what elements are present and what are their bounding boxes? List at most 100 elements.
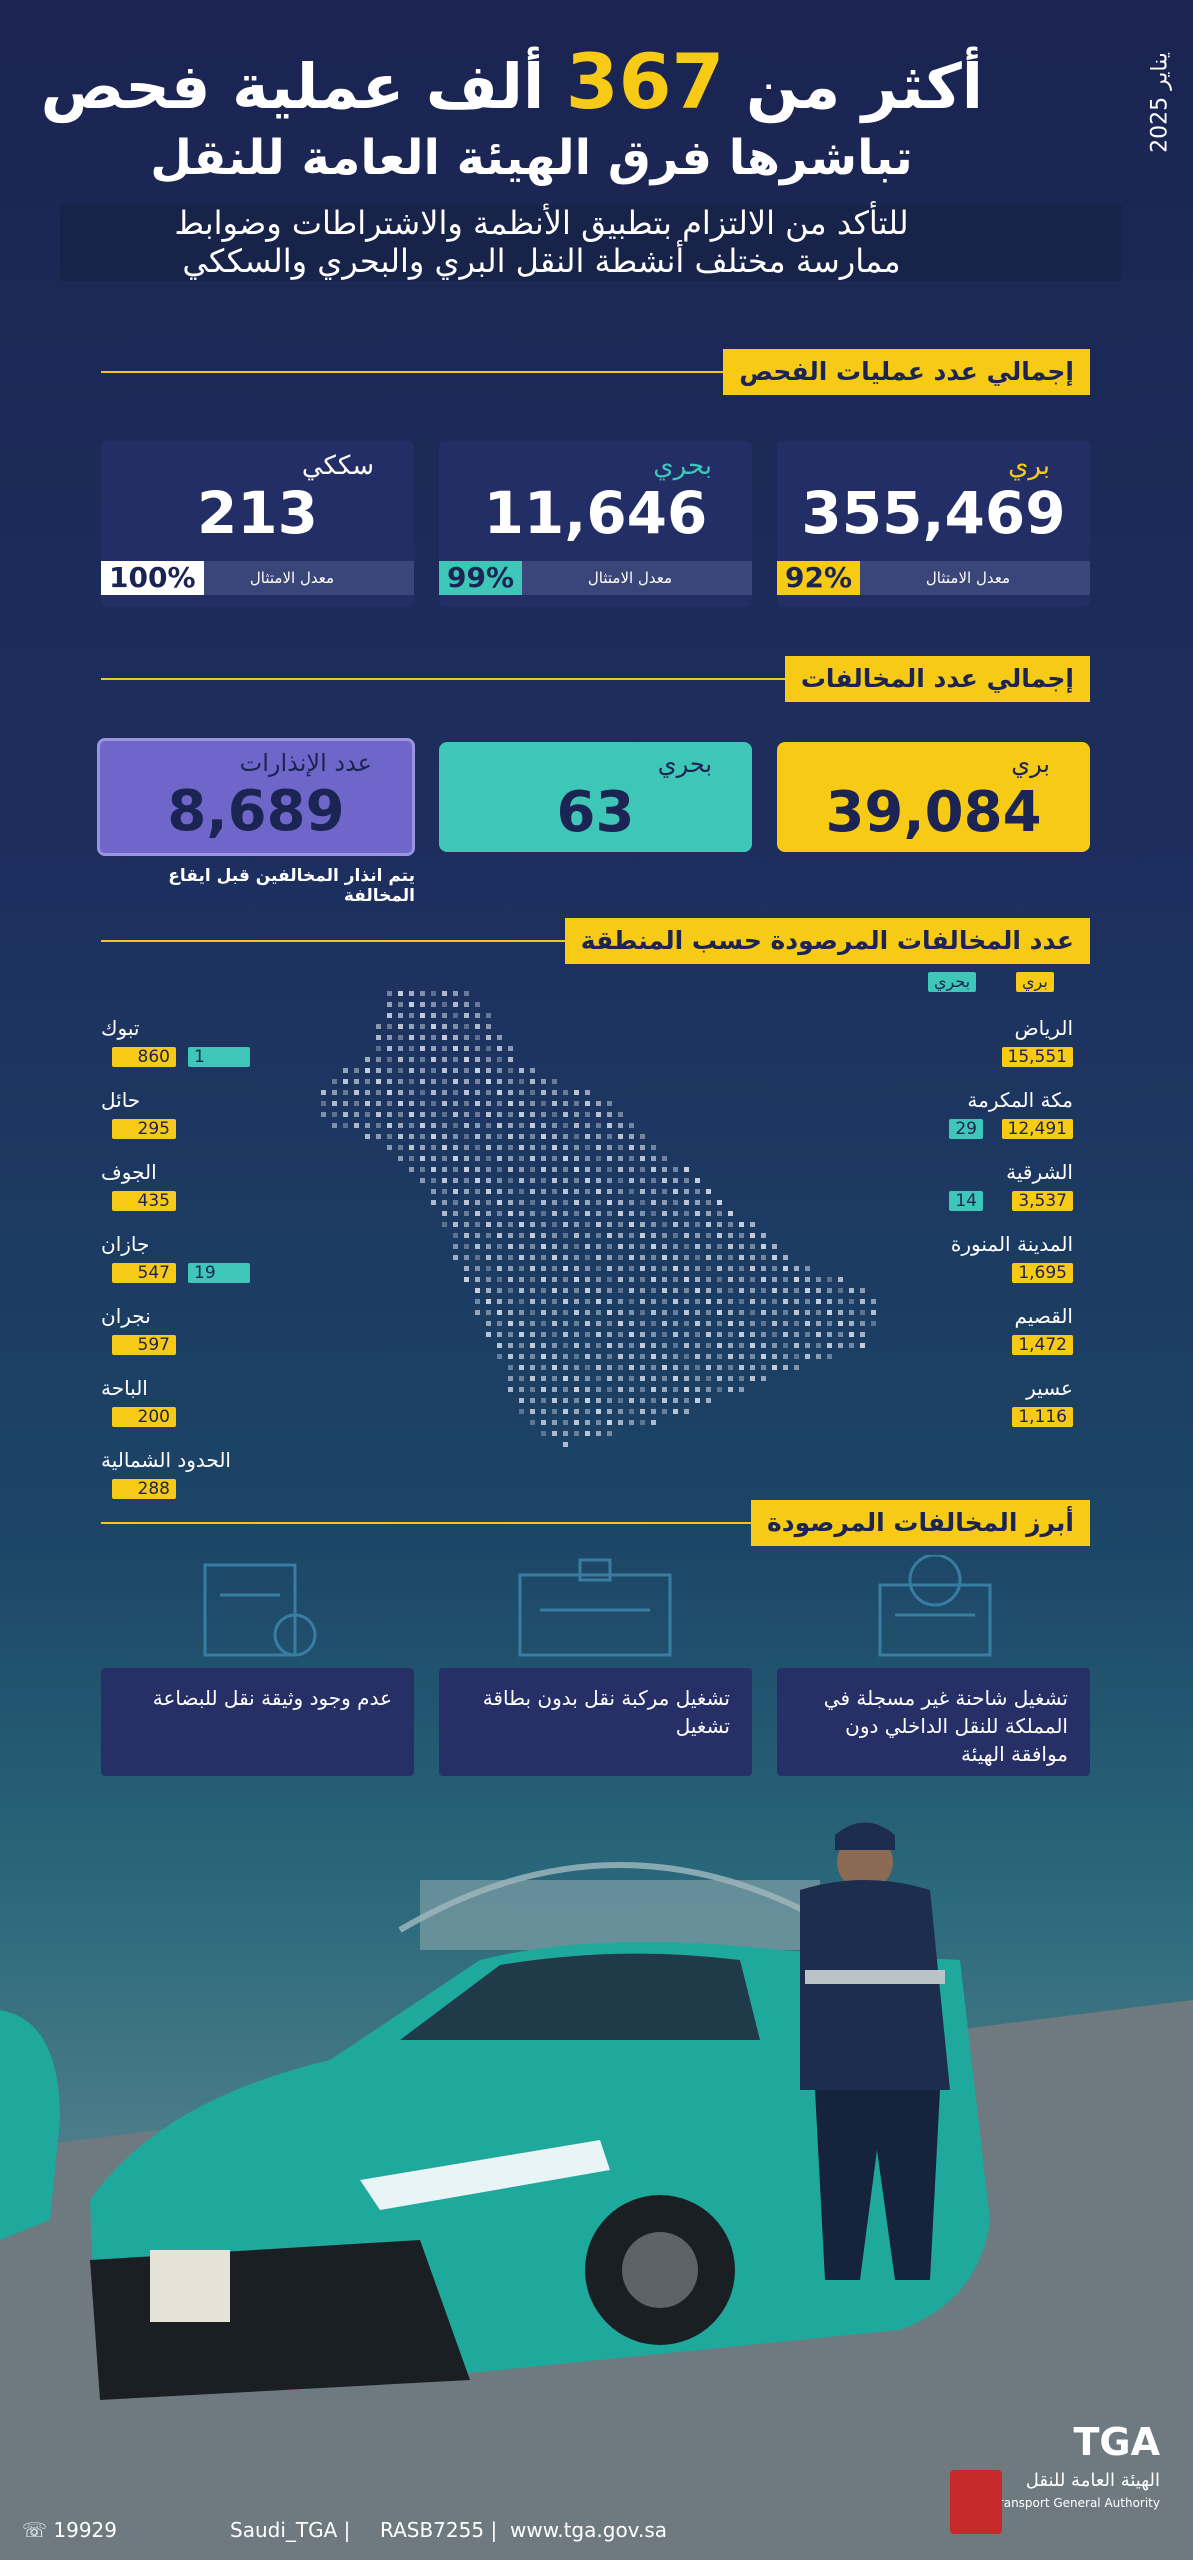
compliance-rate: 92% (777, 561, 861, 595)
map-dot (750, 1365, 755, 1370)
map-dot (497, 1156, 502, 1161)
map-dot (464, 1079, 469, 1084)
map-dot (453, 1090, 458, 1095)
map-dot (651, 1178, 656, 1183)
map-dot (387, 1024, 392, 1029)
map-dot (519, 1222, 524, 1227)
map-dot (409, 1145, 414, 1150)
map-dot (717, 1321, 722, 1326)
map-dot (508, 1200, 513, 1205)
map-dot (519, 1310, 524, 1315)
map-dot (838, 1310, 843, 1315)
map-dot (662, 1200, 667, 1205)
map-dot (728, 1332, 733, 1337)
violation-item: تشغيل شاحنة غير مسجلة في المملكة للنقل ا… (777, 1668, 1090, 1776)
map-dot (640, 1332, 645, 1337)
map-dot (541, 1134, 546, 1139)
map-dot (618, 1409, 623, 1414)
map-dot (662, 1321, 667, 1326)
map-dot (475, 1145, 480, 1150)
badge-icon (950, 2470, 1002, 2534)
map-dot (684, 1200, 689, 1205)
map-dot (684, 1387, 689, 1392)
map-dot (475, 1057, 480, 1062)
map-dot (684, 1288, 689, 1293)
map-dot (673, 1222, 678, 1227)
map-dot (728, 1354, 733, 1359)
map-dot (464, 1244, 469, 1249)
map-dot (805, 1354, 810, 1359)
title-highlight: 367 (565, 37, 725, 126)
map-dot (816, 1277, 821, 1282)
map-dot (497, 1266, 502, 1271)
map-dot (618, 1299, 623, 1304)
map-dot (497, 1178, 502, 1183)
map-dot (464, 1222, 469, 1227)
map-dot (343, 1101, 348, 1106)
map-dot (607, 1387, 612, 1392)
map-dot (739, 1365, 744, 1370)
map-dot (442, 1145, 447, 1150)
region-land: 1,472 (1012, 1335, 1073, 1355)
map-dot (772, 1365, 777, 1370)
map-dot (497, 1233, 502, 1238)
map-dot (662, 1222, 667, 1227)
map-dot (409, 1156, 414, 1161)
map-dot (365, 1068, 370, 1073)
violation-item: تشغيل مركبة نقل بدون بطاقة تشغيل (439, 1668, 752, 1776)
map-dot (497, 1112, 502, 1117)
map-dot (486, 1112, 491, 1117)
map-dot (607, 1178, 612, 1183)
map-dot (596, 1310, 601, 1315)
map-dot (519, 1079, 524, 1084)
map-dot (332, 1079, 337, 1084)
map-dot (552, 1266, 557, 1271)
map-dot (420, 1024, 425, 1029)
map-dot (475, 1035, 480, 1040)
map-dot (321, 1090, 326, 1095)
map-dot (442, 1079, 447, 1084)
map-dot (695, 1211, 700, 1216)
map-dot (420, 991, 425, 996)
map-dot (706, 1343, 711, 1348)
map-dot (376, 1035, 381, 1040)
map-dot (728, 1277, 733, 1282)
map-dot (508, 1112, 513, 1117)
map-dot (640, 1255, 645, 1260)
map-dot (629, 1266, 634, 1271)
map-dot (838, 1321, 843, 1326)
card-label: عدد الإنذارات (239, 749, 372, 777)
map-dot (607, 1431, 612, 1436)
map-dot (629, 1299, 634, 1304)
map-dot (574, 1398, 579, 1403)
map-dot (541, 1211, 546, 1216)
map-dot (607, 1299, 612, 1304)
map-dot (761, 1277, 766, 1282)
map-dot (717, 1288, 722, 1293)
map-dot (860, 1310, 865, 1315)
map-dot (442, 1068, 447, 1073)
map-dot (464, 1277, 469, 1282)
map-dot (783, 1332, 788, 1337)
map-dot (508, 1277, 513, 1282)
map-dot (695, 1200, 700, 1205)
map-dot (519, 1068, 524, 1073)
map-dot (728, 1365, 733, 1370)
map-dot (596, 1266, 601, 1271)
map-dot (398, 1145, 403, 1150)
map-dot (618, 1244, 623, 1249)
map-dot (519, 1266, 524, 1271)
map-dot (607, 1321, 612, 1326)
map-dot (431, 1046, 436, 1051)
map-dot (453, 1112, 458, 1117)
map-dot (651, 1233, 656, 1238)
map-dot (662, 1365, 667, 1370)
map-dot (453, 1145, 458, 1150)
map-dot (431, 1145, 436, 1150)
map-dot (629, 1321, 634, 1326)
map-dot (453, 1255, 458, 1260)
map-dot (552, 1178, 557, 1183)
compliance-bar: معدل الامتثال 100% (101, 561, 414, 595)
map-dot (684, 1321, 689, 1326)
